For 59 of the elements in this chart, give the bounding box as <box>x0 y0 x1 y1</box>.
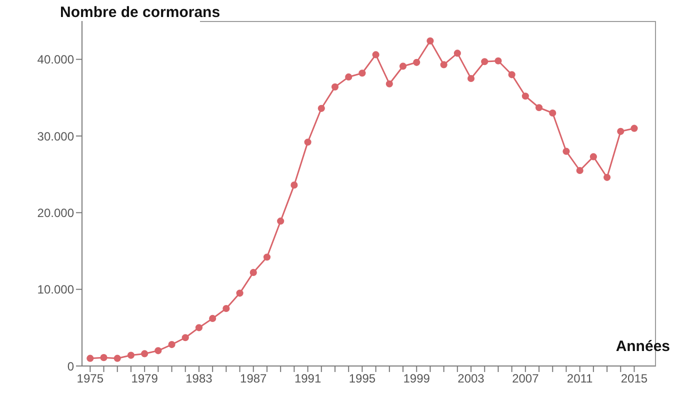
point <box>386 80 393 88</box>
y-tick-label: 0 <box>67 359 74 374</box>
point <box>399 62 407 70</box>
x-tick-label: 2003 <box>458 372 485 386</box>
point <box>182 334 189 342</box>
point <box>562 148 570 155</box>
y-tick-label: 10.000 <box>37 282 74 297</box>
point <box>549 109 556 117</box>
point <box>603 174 611 181</box>
point <box>236 290 244 297</box>
point <box>304 138 312 146</box>
point <box>222 304 230 312</box>
point <box>195 324 203 332</box>
y-axis-title: Nombre de cormorans <box>60 4 220 21</box>
point <box>454 50 461 57</box>
x-tick-label: 1979 <box>131 372 158 386</box>
point <box>263 254 271 261</box>
point <box>535 104 543 112</box>
point <box>590 153 597 160</box>
point <box>209 314 216 322</box>
point <box>141 350 148 358</box>
point <box>100 354 108 362</box>
x-tick-label: 1991 <box>294 372 322 386</box>
point <box>481 58 488 66</box>
point <box>290 182 298 189</box>
x-tick-label: 1975 <box>76 372 104 386</box>
point <box>331 83 339 90</box>
x-tick-label: 2015 <box>620 372 648 386</box>
x-tick-label: 2007 <box>512 372 540 386</box>
point <box>127 352 135 359</box>
x-tick-label: 1987 <box>240 372 268 386</box>
point <box>440 61 448 68</box>
point <box>345 73 352 81</box>
point <box>426 37 434 44</box>
point <box>358 70 366 77</box>
point <box>522 92 529 100</box>
point <box>154 347 162 354</box>
y-tick-label: 40.000 <box>37 52 74 67</box>
point <box>86 354 94 362</box>
point <box>168 340 176 348</box>
point <box>318 104 325 112</box>
point <box>467 74 475 82</box>
point <box>508 71 516 78</box>
point <box>250 268 257 276</box>
y-tick-label: 30.000 <box>37 129 74 144</box>
point <box>617 128 624 135</box>
point <box>413 58 420 66</box>
y-tick-label: 20.000 <box>37 206 74 220</box>
point <box>630 124 638 132</box>
x-tick-label: 1999 <box>403 372 430 386</box>
x-axis-title: Années <box>616 338 670 355</box>
point <box>576 166 584 174</box>
point <box>494 57 502 64</box>
x-tick-label: 2011 <box>566 372 594 386</box>
point <box>277 218 284 225</box>
point <box>114 354 121 362</box>
point <box>372 51 380 58</box>
x-tick-label: 1995 <box>348 372 376 386</box>
x-tick-label: 1983 <box>186 372 213 386</box>
